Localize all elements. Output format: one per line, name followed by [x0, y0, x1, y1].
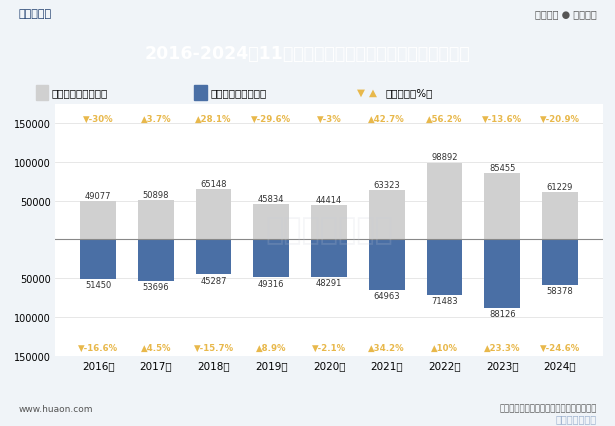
Text: 64963: 64963 [373, 291, 400, 300]
Bar [138, 200, 174, 240]
Text: ▼-16.6%: ▼-16.6% [78, 343, 118, 352]
Bar [427, 163, 462, 240]
Bar [80, 240, 116, 279]
FancyBboxPatch shape [36, 86, 49, 101]
Text: 华经情报网: 华经情报网 [18, 9, 52, 19]
Text: ▼: ▼ [357, 88, 365, 98]
Text: 58378: 58378 [547, 286, 573, 295]
FancyBboxPatch shape [194, 86, 207, 101]
Text: ▼-29.6%: ▼-29.6% [252, 115, 292, 124]
Bar [80, 202, 116, 240]
Bar [427, 240, 462, 295]
Text: 45834: 45834 [258, 194, 285, 203]
Text: 华经产业研究院: 华经产业研究院 [265, 216, 393, 245]
Text: ▼-20.9%: ▼-20.9% [540, 115, 580, 124]
Text: 华经产业研究院: 华经产业研究院 [555, 413, 597, 423]
Text: 51450: 51450 [85, 281, 111, 290]
Bar [369, 240, 405, 290]
Bar [542, 193, 578, 240]
Bar [484, 174, 520, 240]
Bar [542, 240, 578, 285]
Bar [484, 240, 520, 308]
Text: 出口总额（万美元）: 出口总额（万美元） [52, 88, 108, 98]
Text: ▲10%: ▲10% [431, 343, 458, 352]
Bar [196, 189, 231, 240]
Text: 44414: 44414 [316, 195, 342, 204]
Text: 61229: 61229 [547, 182, 573, 191]
Text: 71483: 71483 [431, 296, 458, 305]
Text: ▲28.1%: ▲28.1% [196, 115, 232, 124]
Text: www.huaon.com: www.huaon.com [18, 403, 93, 413]
Bar [196, 240, 231, 275]
Text: 63323: 63323 [373, 181, 400, 190]
Bar [311, 205, 347, 240]
Text: ▼-3%: ▼-3% [317, 115, 341, 124]
Text: 49077: 49077 [85, 192, 111, 201]
Text: ▲42.7%: ▲42.7% [368, 115, 405, 124]
Text: ▲23.3%: ▲23.3% [484, 343, 520, 352]
Text: ▲8.9%: ▲8.9% [256, 343, 287, 352]
Text: 1-11月: 1-11月 [614, 357, 615, 367]
Text: ▲: ▲ [368, 88, 376, 98]
Text: ▼-13.6%: ▼-13.6% [482, 115, 522, 124]
Text: 同比增速（%）: 同比增速（%） [385, 88, 432, 98]
Text: 50898: 50898 [143, 190, 169, 199]
Text: 88126: 88126 [489, 309, 515, 318]
Text: ▼-2.1%: ▼-2.1% [312, 343, 346, 352]
Text: ▼-15.7%: ▼-15.7% [194, 343, 234, 352]
Text: 85455: 85455 [489, 164, 515, 173]
Text: ▲3.7%: ▲3.7% [141, 115, 171, 124]
Text: 98892: 98892 [431, 153, 458, 162]
Bar [369, 191, 405, 240]
Bar [253, 204, 289, 240]
Text: 进口总额（万美元）: 进口总额（万美元） [210, 88, 266, 98]
Text: ▼-24.6%: ▼-24.6% [540, 343, 580, 352]
Text: ▲4.5%: ▲4.5% [141, 343, 171, 352]
Text: 49316: 49316 [258, 279, 285, 288]
Text: ▲56.2%: ▲56.2% [426, 115, 462, 124]
Text: 48291: 48291 [316, 278, 342, 287]
Text: ▲34.2%: ▲34.2% [368, 343, 405, 352]
Text: 数据来源：中国海关；华经产业研究院整理: 数据来源：中国海关；华经产业研究院整理 [499, 403, 597, 413]
Bar [138, 240, 174, 281]
Text: ▼-30%: ▼-30% [83, 115, 113, 124]
Text: 2016-2024年11月内蒙古自治区外商投资企业进、出口额: 2016-2024年11月内蒙古自治区外商投资企业进、出口额 [145, 45, 470, 63]
Text: 53696: 53696 [143, 282, 169, 291]
Bar [311, 240, 347, 277]
Bar [253, 240, 289, 278]
Text: 专业严谨 ● 客观科学: 专业严谨 ● 客观科学 [535, 9, 597, 19]
Text: 45287: 45287 [200, 276, 227, 285]
Text: 65148: 65148 [200, 179, 227, 188]
